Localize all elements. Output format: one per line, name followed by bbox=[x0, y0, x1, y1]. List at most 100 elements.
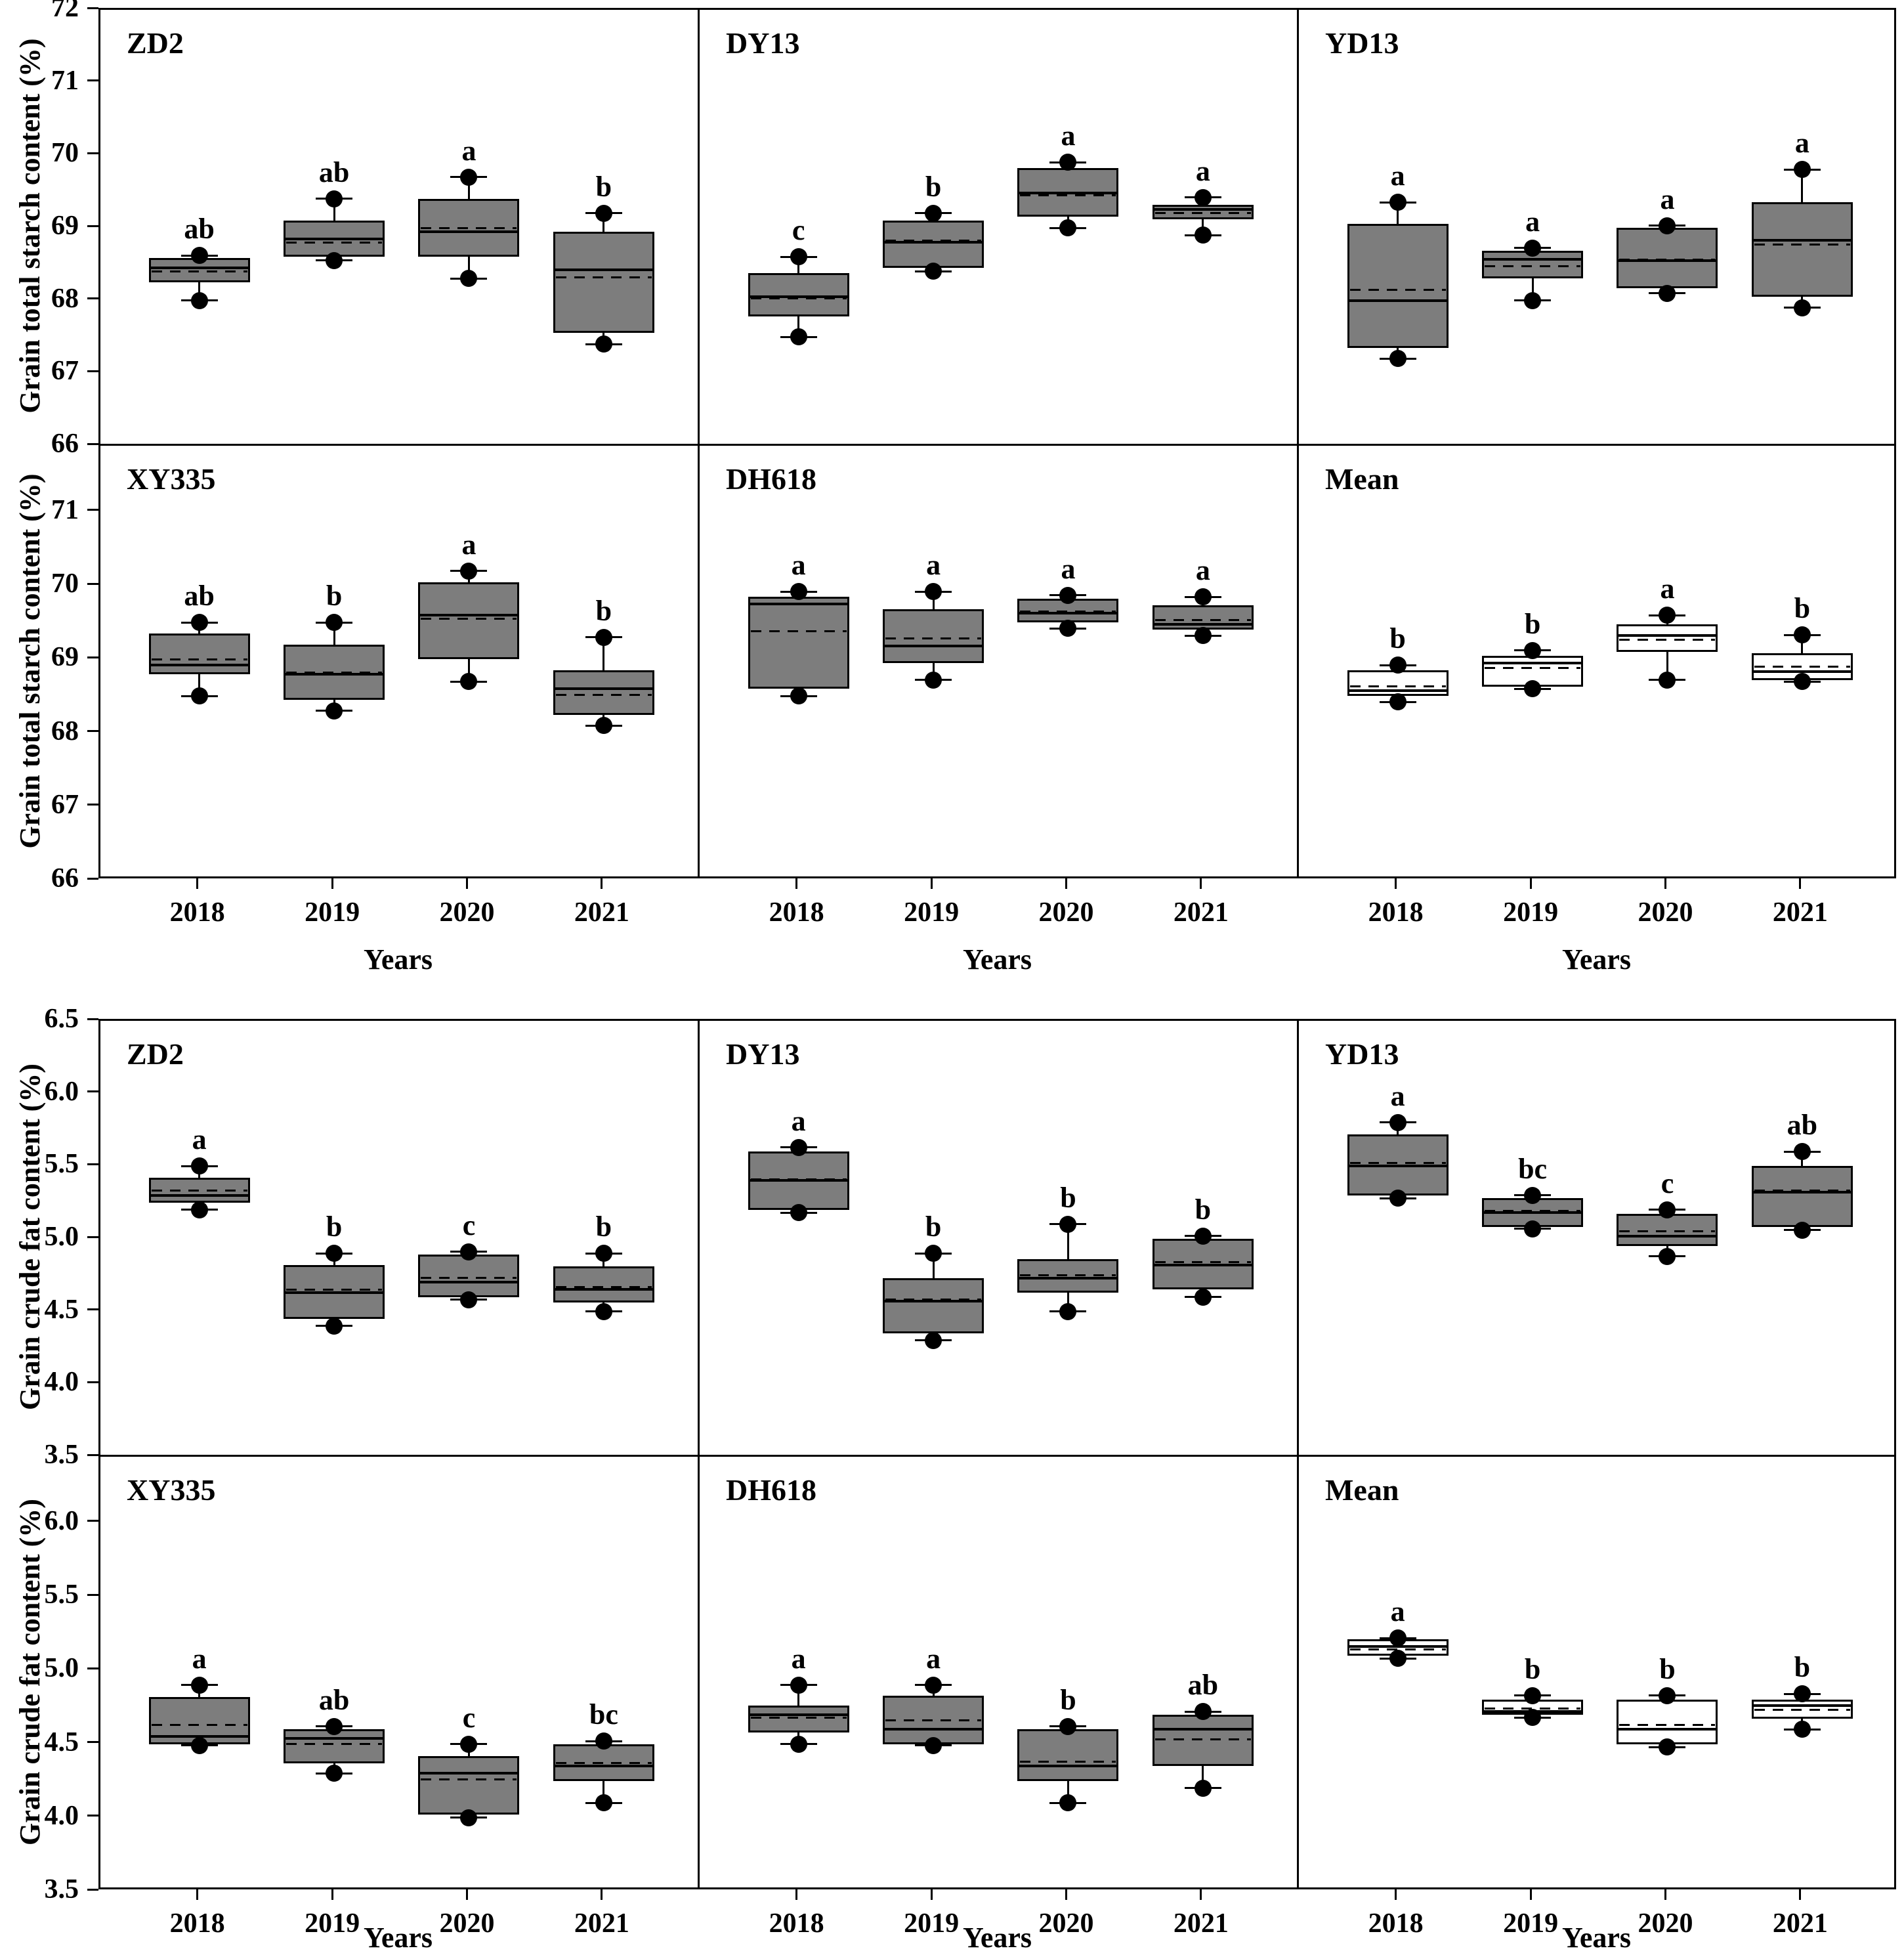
mean-line bbox=[1754, 1190, 1850, 1192]
mean-line bbox=[1020, 1761, 1116, 1763]
y-tick-mark bbox=[87, 442, 98, 445]
significance-letter: a bbox=[1525, 205, 1540, 238]
lower-percentile-dot bbox=[1194, 1288, 1212, 1306]
y-tick-label: 4.5 bbox=[44, 1727, 79, 1757]
mean-line bbox=[1349, 1162, 1446, 1165]
y-tick-label: 70 bbox=[51, 138, 79, 169]
y-tick-mark bbox=[87, 1090, 98, 1093]
upper-percentile-dot bbox=[595, 204, 612, 222]
median-line bbox=[750, 603, 847, 606]
median-line bbox=[420, 230, 518, 233]
mean-line bbox=[1754, 1709, 1850, 1711]
significance-letter: a bbox=[192, 1123, 207, 1156]
x-tick-label: 2019 bbox=[305, 1908, 360, 1939]
upper-percentile-dot bbox=[1524, 1687, 1542, 1704]
significance-letter: b bbox=[925, 1211, 942, 1243]
mean-line bbox=[1349, 685, 1446, 688]
upper-percentile-dot bbox=[1793, 626, 1811, 644]
significance-letter: b bbox=[1794, 1651, 1811, 1684]
y-tick-label: 5.0 bbox=[44, 1653, 79, 1684]
x-tick-mark bbox=[465, 1889, 468, 1900]
median-line bbox=[1618, 1728, 1716, 1731]
lower-percentile-dot bbox=[190, 687, 208, 705]
upper-percentile-dot bbox=[1059, 154, 1077, 171]
significance-letter: b bbox=[1524, 607, 1541, 640]
mean-line bbox=[151, 1190, 247, 1192]
median-line bbox=[885, 1728, 983, 1731]
mean-line bbox=[151, 270, 247, 272]
lower-percentile-dot bbox=[1793, 299, 1811, 316]
mean-line bbox=[1619, 1230, 1716, 1233]
median-line bbox=[1349, 299, 1447, 302]
mean-line bbox=[885, 1299, 982, 1301]
median-line bbox=[420, 1772, 518, 1775]
x-tick-label: 2021 bbox=[1772, 897, 1828, 928]
median-line bbox=[1349, 689, 1447, 692]
x-tick-mark bbox=[601, 878, 603, 889]
box-iqr bbox=[1617, 1214, 1718, 1247]
significance-letter: bc bbox=[1518, 1152, 1548, 1185]
x-tick-label: 2021 bbox=[1173, 897, 1229, 928]
panel-title: Mean bbox=[1325, 462, 1399, 496]
mean-line bbox=[1154, 212, 1251, 215]
significance-letter: b bbox=[326, 580, 343, 613]
y-tick-mark bbox=[87, 225, 98, 227]
significance-letter: b bbox=[595, 1211, 612, 1243]
box-iqr bbox=[1617, 624, 1718, 653]
significance-letter: c bbox=[792, 214, 805, 247]
mean-line bbox=[1619, 638, 1716, 641]
y-tick-label: 67 bbox=[51, 356, 79, 387]
median-line bbox=[1484, 1211, 1582, 1215]
panel-title: DH618 bbox=[726, 462, 816, 496]
upper-percentile-dot bbox=[1659, 1687, 1676, 1704]
y-tick-label: 3.5 bbox=[44, 1874, 79, 1904]
panel-title: XY335 bbox=[127, 462, 216, 496]
x-tick-label: 2020 bbox=[1038, 897, 1094, 928]
y-tick-mark bbox=[87, 1667, 98, 1669]
lower-percentile-dot bbox=[1059, 1794, 1077, 1812]
y-tick-mark bbox=[87, 1453, 98, 1456]
median-line bbox=[1019, 1276, 1117, 1280]
lower-percentile-dot bbox=[925, 1331, 942, 1349]
significance-letter: a bbox=[192, 1642, 207, 1675]
significance-letter: b bbox=[1195, 1193, 1212, 1226]
lower-percentile-dot bbox=[1793, 673, 1811, 691]
y-tick-label: 6.0 bbox=[44, 1076, 79, 1107]
significance-letter: a bbox=[1794, 127, 1809, 160]
y-tick-label: 67 bbox=[51, 789, 79, 820]
lower-percentile-dot bbox=[1659, 671, 1676, 689]
y-tick-mark bbox=[87, 79, 98, 82]
x-tick-mark bbox=[1799, 878, 1802, 889]
x-tick-mark bbox=[1065, 878, 1067, 889]
mean-line bbox=[1349, 1648, 1446, 1651]
panel-dy13-fig1: DY13 c b a a bbox=[698, 8, 1297, 444]
y-tick-label: 69 bbox=[51, 642, 79, 673]
panel-xy335-fig1: XY335 ab b a b bbox=[98, 444, 698, 878]
median-line bbox=[1484, 662, 1582, 664]
box-iqr bbox=[418, 1755, 520, 1815]
lower-percentile-dot bbox=[1389, 1650, 1407, 1667]
mean-line bbox=[1619, 1723, 1716, 1726]
upper-percentile-dot bbox=[1659, 607, 1676, 624]
x-tick-label: 2019 bbox=[1503, 897, 1559, 928]
significance-letter: a bbox=[461, 528, 476, 561]
x-tick-label: 2020 bbox=[439, 897, 495, 928]
mean-line bbox=[421, 618, 517, 620]
x-tick-mark bbox=[465, 878, 468, 889]
upper-percentile-dot bbox=[925, 583, 942, 601]
x-tick-label: 2020 bbox=[439, 1908, 495, 1939]
median-line bbox=[150, 664, 248, 667]
upper-percentile-dot bbox=[925, 204, 942, 222]
panel-dh618-fig1: DH618 a a a a bbox=[698, 444, 1297, 878]
box-iqr bbox=[553, 1266, 654, 1303]
significance-letter: ab bbox=[318, 1683, 350, 1716]
y-tick-mark bbox=[87, 1018, 98, 1020]
panel-mean-fig2: Mean a b b b bbox=[1297, 1455, 1896, 1889]
x-tick-mark bbox=[1065, 1889, 1067, 1900]
x-tick-mark bbox=[1664, 1889, 1666, 1900]
x-tick-mark bbox=[795, 878, 798, 889]
y-tick-mark bbox=[87, 1163, 98, 1165]
y-tick-label: 68 bbox=[51, 716, 79, 746]
panel-title: ZD2 bbox=[127, 26, 184, 60]
